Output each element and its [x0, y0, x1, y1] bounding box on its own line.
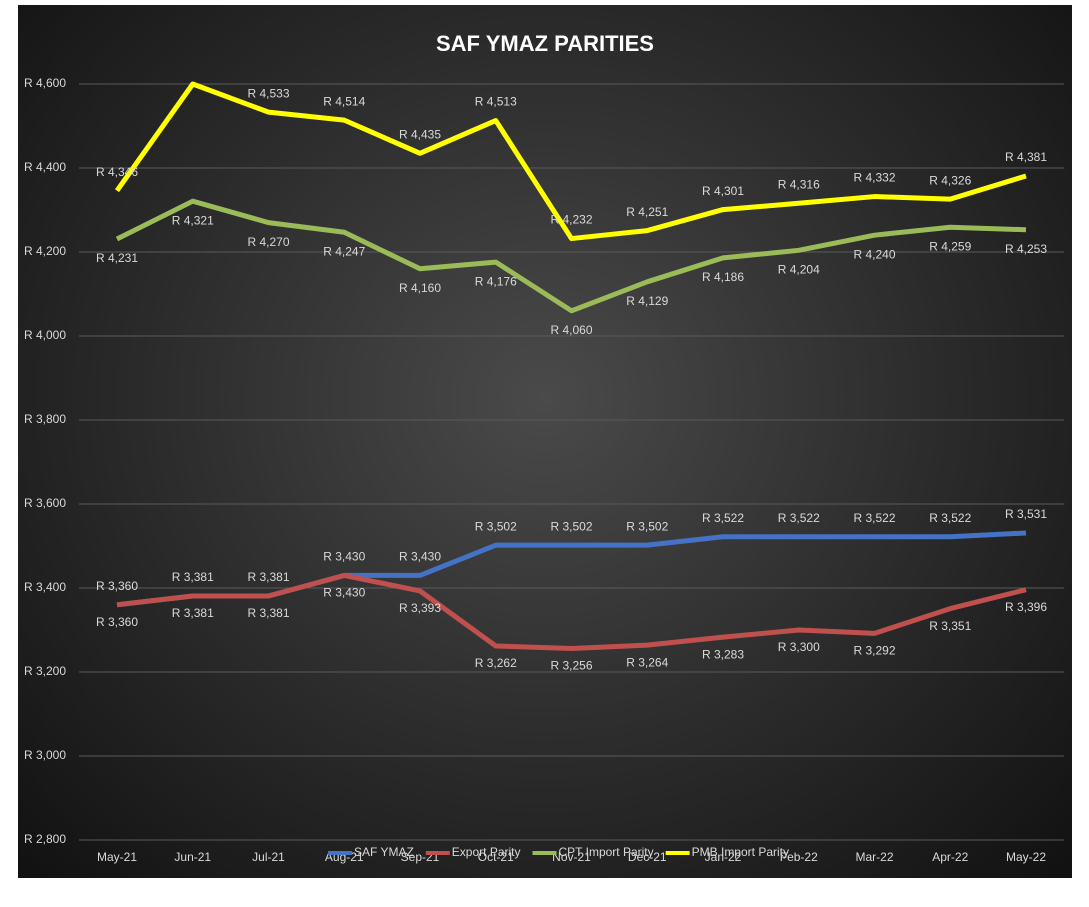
- data-label: R 4,253: [1005, 242, 1047, 256]
- x-tick-label: Jun-21: [174, 850, 211, 864]
- data-label: R 3,264: [626, 655, 668, 669]
- x-tick-label: Jan-22: [705, 850, 742, 864]
- legend-label: Export Parity: [452, 845, 521, 859]
- data-label: R 3,522: [929, 511, 971, 525]
- legend-label: CPT Import Parity: [559, 845, 654, 859]
- data-label: R 4,204: [778, 262, 820, 276]
- data-label: R 3,381: [247, 606, 289, 620]
- data-label: R 4,251: [626, 205, 668, 219]
- data-label: R 4,316: [778, 177, 820, 191]
- data-label: R 3,430: [323, 586, 365, 600]
- data-label: R 3,522: [778, 511, 820, 525]
- y-tick-label: R 4,000: [24, 328, 66, 342]
- legend-label: SAF YMAZ: [354, 845, 414, 859]
- data-label: R 3,502: [626, 519, 668, 533]
- data-label: R 4,232: [550, 213, 592, 227]
- data-label: R 3,381: [247, 570, 289, 584]
- data-label: R 3,283: [702, 647, 744, 661]
- data-label: R 3,430: [323, 550, 365, 564]
- data-label: R 3,502: [475, 519, 517, 533]
- data-label: R 4,060: [550, 323, 592, 337]
- y-tick-label: R 3,800: [24, 412, 66, 426]
- data-label: R 3,393: [399, 601, 441, 615]
- data-label: R 4,231: [96, 251, 138, 265]
- x-tick-label: Feb-22: [780, 850, 818, 864]
- data-label: R 4,270: [247, 235, 289, 249]
- data-label: R 3,360: [96, 615, 138, 629]
- data-label: R 3,396: [1005, 600, 1047, 614]
- data-label: R 4,435: [399, 127, 441, 141]
- data-label: R 4,129: [626, 294, 668, 308]
- data-label: R 4,533: [247, 86, 289, 100]
- x-tick-label: Dec-21: [628, 850, 667, 864]
- data-label: R 3,430: [399, 550, 441, 564]
- data-label: R 4,160: [399, 281, 441, 295]
- data-label: R 4,176: [475, 274, 517, 288]
- data-label: R 3,292: [853, 644, 895, 658]
- data-label: R 4,514: [323, 94, 365, 108]
- y-tick-label: R 3,000: [24, 748, 66, 762]
- data-label: R 4,259: [929, 239, 971, 253]
- y-tick-label: R 2,800: [24, 832, 66, 846]
- x-tick-label: May-21: [97, 850, 137, 864]
- y-tick-label: R 4,600: [24, 76, 66, 90]
- data-label: R 3,262: [475, 656, 517, 670]
- data-label: R 3,300: [778, 640, 820, 654]
- data-label: R 3,360: [96, 579, 138, 593]
- series-line: [116, 572, 1027, 651]
- data-label: R 4,513: [475, 95, 517, 109]
- data-label: R 4,332: [853, 171, 895, 185]
- x-tick-label: May-22: [1006, 850, 1046, 864]
- data-label: R 4,321: [172, 213, 214, 227]
- data-label: R 3,522: [702, 511, 744, 525]
- data-label: R 4,240: [853, 247, 895, 261]
- series-line: [115, 198, 1027, 314]
- y-tick-label: R 4,400: [24, 160, 66, 174]
- y-tick-label: R 4,200: [24, 244, 66, 258]
- data-label: R 3,381: [172, 570, 214, 584]
- chart-title: SAF YMAZ PARITIES: [436, 31, 654, 56]
- data-label: R 4,381: [1005, 150, 1047, 164]
- y-tick-label: R 3,200: [24, 664, 66, 678]
- legend-label: PMB Import Parity: [692, 845, 789, 859]
- data-label: R 3,381: [172, 606, 214, 620]
- data-label: R 3,351: [929, 619, 971, 633]
- y-tick-label: R 3,600: [24, 496, 66, 510]
- data-label: R 4,301: [702, 184, 744, 198]
- data-label: R 3,256: [550, 659, 592, 673]
- x-tick-label: Oct-21: [478, 850, 514, 864]
- data-label: R 4,326: [929, 173, 971, 187]
- data-label: R 3,522: [853, 511, 895, 525]
- y-tick-label: R 3,400: [24, 580, 66, 594]
- data-label: R 4,346: [96, 165, 138, 179]
- series-line: [114, 81, 1027, 242]
- x-tick-label: Jul-21: [252, 850, 285, 864]
- data-label: R 3,531: [1005, 507, 1047, 521]
- x-tick-label: Mar-22: [855, 850, 893, 864]
- data-label: R 4,247: [323, 244, 365, 258]
- data-label: R 3,502: [550, 519, 592, 533]
- data-label: R 4,186: [702, 270, 744, 284]
- x-tick-label: Nov-21: [552, 850, 591, 864]
- x-tick-label: Apr-22: [932, 850, 968, 864]
- chart-background: [18, 5, 1072, 878]
